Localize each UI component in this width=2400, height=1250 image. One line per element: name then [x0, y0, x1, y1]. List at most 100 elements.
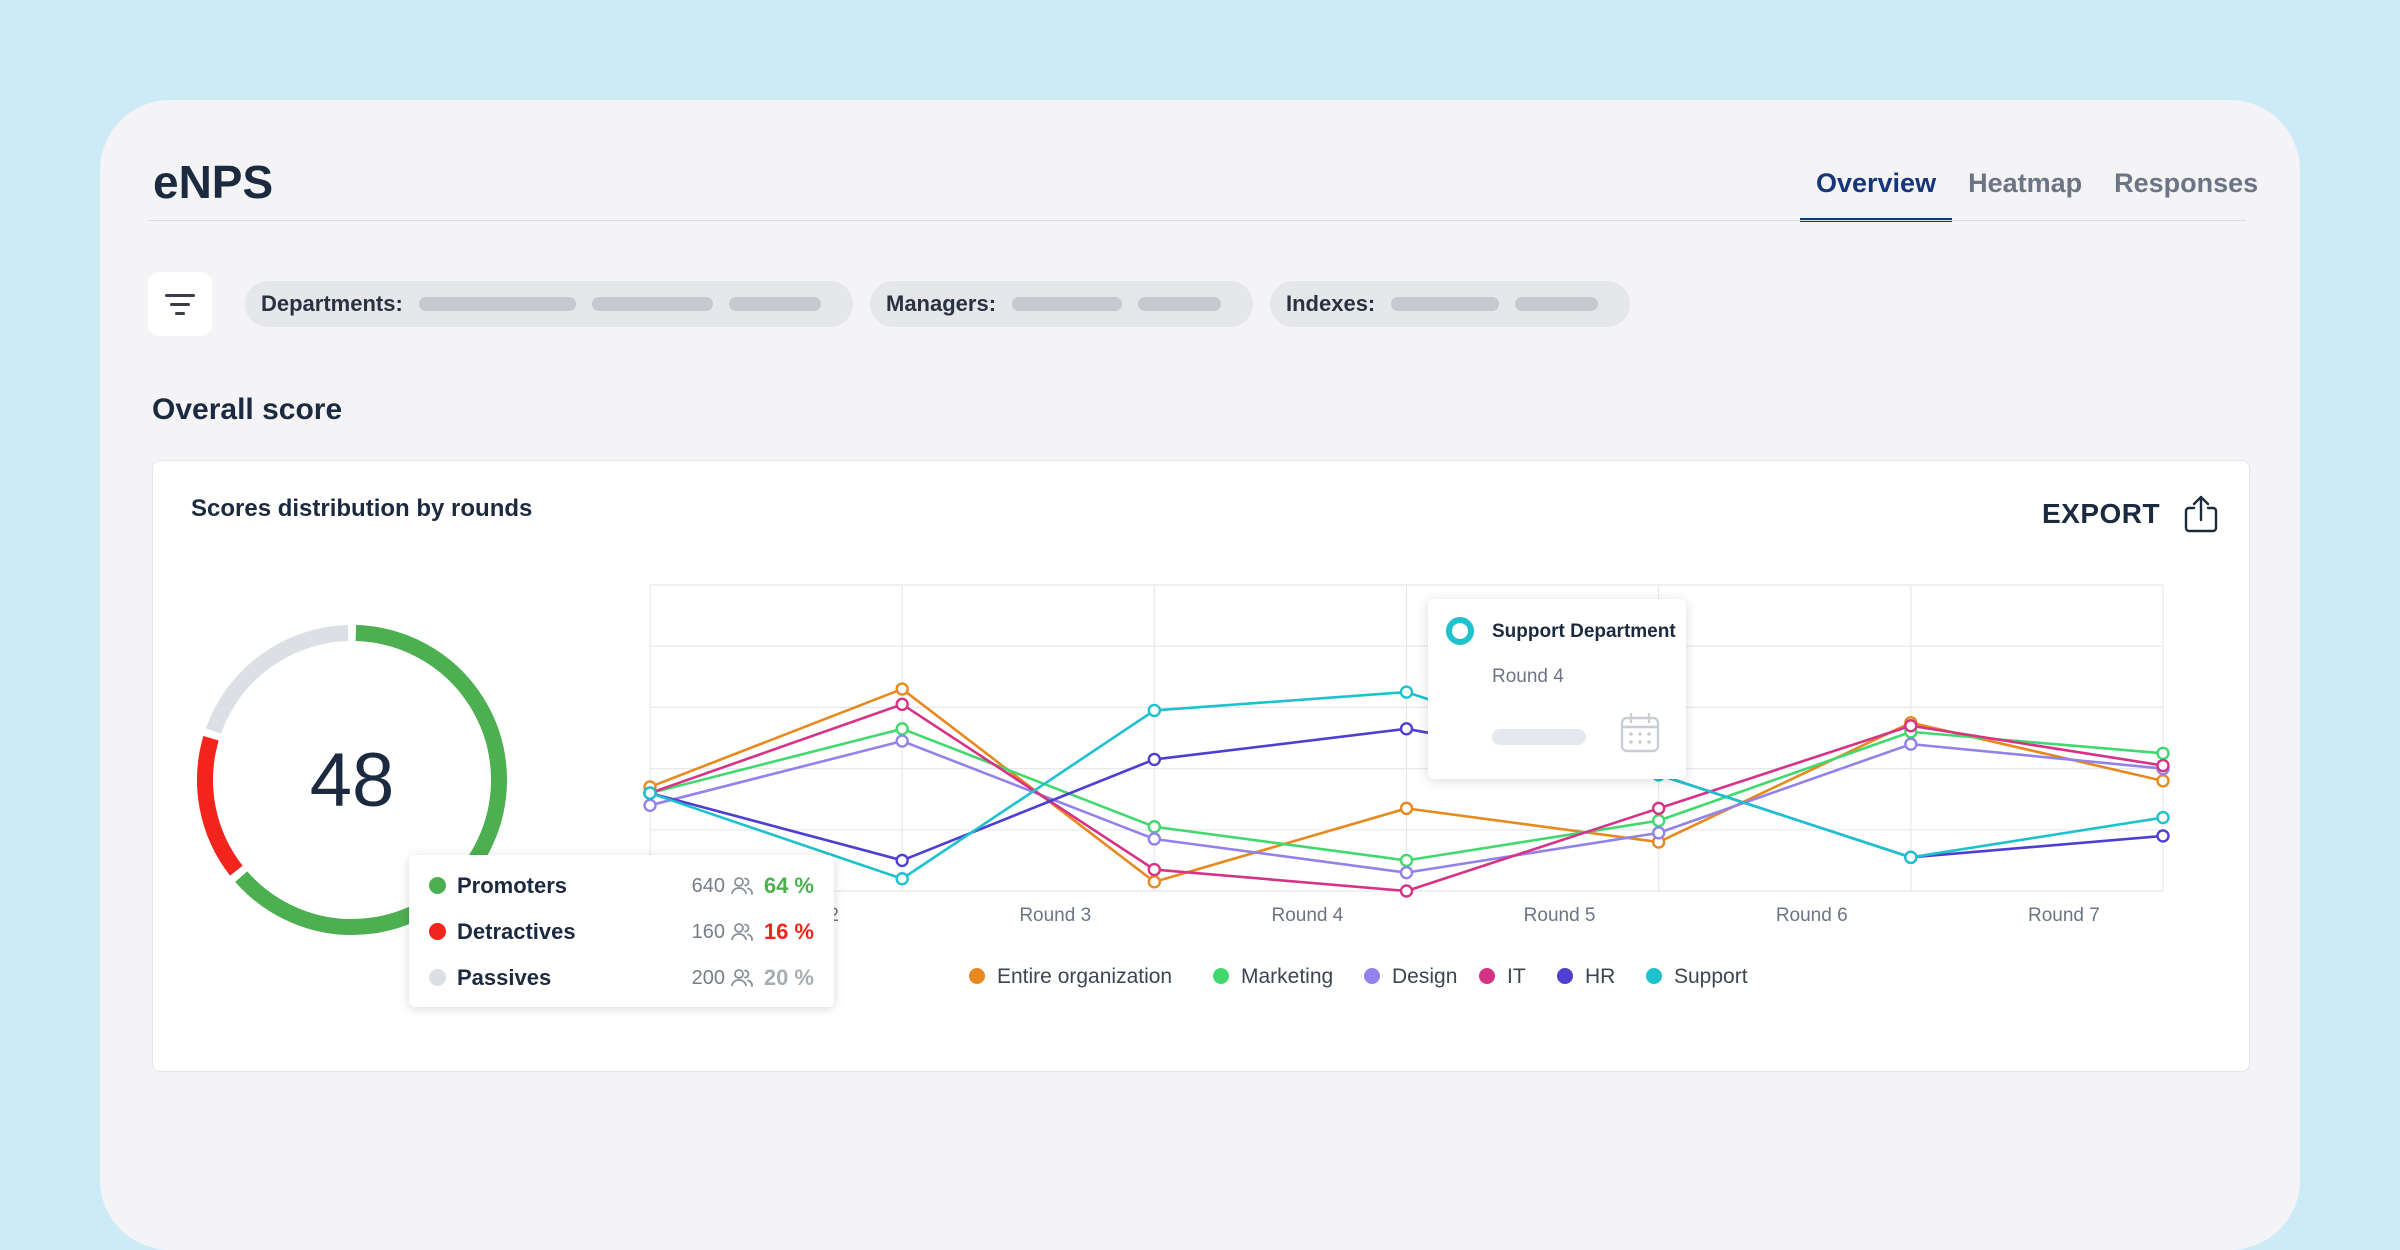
legend-name: Promoters [457, 873, 568, 898]
data-point[interactable] [1904, 719, 1918, 733]
legend-dot [1213, 968, 1229, 984]
upload-icon [2184, 495, 2218, 533]
skeleton-placeholder [1012, 297, 1122, 311]
x-tick-label: Round 4 [1271, 905, 1343, 926]
data-point[interactable] [1399, 685, 1414, 699]
data-point[interactable] [1904, 737, 1918, 751]
managers-filter-chip[interactable]: Managers: [870, 281, 1253, 327]
data-point[interactable] [2156, 810, 2170, 825]
donut-segment-detractives [197, 735, 243, 876]
tab-heatmap[interactable]: Heatmap [1968, 168, 2083, 198]
skeleton-placeholder [1515, 297, 1598, 311]
legend-row-passives: Passives 200 20 % [429, 963, 814, 993]
chip-label: Indexes: [1286, 291, 1376, 316]
legend-item-it[interactable]: IT [1479, 965, 1526, 988]
donut-segment-promoters [235, 625, 507, 935]
data-point[interactable] [643, 798, 657, 813]
data-point[interactable] [895, 734, 909, 748]
promoters-dot [429, 877, 446, 894]
legend-label: Entire organization [997, 965, 1172, 988]
legend-count: 160 [691, 921, 725, 943]
data-point[interactable] [1147, 832, 1162, 846]
filter-button[interactable] [148, 272, 212, 336]
data-point[interactable] [643, 786, 657, 800]
data-point[interactable] [1399, 853, 1414, 868]
data-point[interactable] [1399, 884, 1414, 898]
page-title: eNPS [153, 156, 274, 208]
legend-item-marketing[interactable]: Marketing [1213, 965, 1333, 988]
data-point[interactable] [2156, 829, 2170, 843]
data-point[interactable] [1651, 826, 1666, 840]
score-value: 48 [309, 737, 395, 823]
legend-label: Design [1392, 965, 1457, 988]
data-point[interactable] [2156, 774, 2170, 788]
legend-percent: 64 % [763, 873, 814, 898]
legend-dot [1557, 968, 1573, 984]
data-point[interactable] [1399, 801, 1414, 816]
legend-percent: 16 % [763, 919, 814, 944]
departments-filter-chip[interactable]: Departments: [245, 281, 853, 327]
donut-segment-passives [205, 625, 349, 734]
legend-item-entire-organization[interactable]: Entire organization [969, 965, 1172, 988]
tab-responses[interactable]: Responses [2114, 168, 2259, 198]
export-label: EXPORT [2042, 498, 2161, 529]
score-legend: Promoters 640 64 % Detractives 160 16 % … [409, 855, 834, 1007]
legend-label: Marketing [1241, 965, 1333, 988]
data-point[interactable] [1651, 801, 1666, 816]
legend-dot [1646, 968, 1662, 984]
data-point[interactable] [895, 722, 909, 736]
legend-count: 640 [691, 875, 725, 897]
legend-count: 200 [691, 967, 725, 989]
export-button[interactable]: EXPORT [2042, 493, 2222, 535]
legend-dot [1479, 968, 1495, 984]
data-point[interactable] [1147, 862, 1162, 877]
data-point[interactable] [895, 853, 909, 868]
chip-label: Managers: [886, 291, 997, 316]
data-point[interactable] [1651, 813, 1666, 828]
legend-item-support[interactable]: Support [1646, 965, 1748, 988]
panel-title: Scores distribution by rounds [191, 495, 533, 522]
legend-name: Passives [457, 965, 552, 990]
legend-dot [1364, 968, 1380, 984]
data-point[interactable] [1147, 703, 1162, 718]
x-tick-label: Round 6 [1776, 905, 1848, 926]
legend-item-hr[interactable]: HR [1557, 965, 1615, 988]
skeleton-placeholder [1492, 729, 1586, 745]
view-tabs: Overview Heatmap Responses [1800, 160, 2274, 222]
data-point[interactable] [1399, 722, 1414, 736]
skeleton-placeholder [592, 297, 713, 311]
data-point[interactable] [1147, 875, 1162, 889]
legend-dot [969, 968, 985, 984]
data-point[interactable] [1399, 865, 1414, 880]
legend-item-design[interactable]: Design [1364, 965, 1457, 988]
calendar-icon[interactable] [1618, 711, 1662, 755]
tab-overview[interactable]: Overview [1800, 160, 1953, 222]
indexes-filter-chip[interactable]: Indexes: [1270, 281, 1630, 327]
data-point[interactable] [895, 697, 909, 712]
data-point[interactable] [2156, 746, 2170, 760]
scores-panel: Scores distribution by rounds EXPORT 48 … [152, 460, 2250, 1072]
users-icon [731, 877, 753, 895]
legend-name: Detractives [457, 919, 576, 944]
x-tick-label: Round 7 [2028, 905, 2100, 926]
skeleton-placeholder [418, 297, 577, 311]
tooltip-series-marker [1446, 617, 1474, 645]
users-icon [731, 969, 753, 987]
data-point[interactable] [1904, 850, 1918, 865]
tooltip-subtitle: Round 4 [1492, 666, 1564, 687]
chip-label: Departments: [261, 291, 403, 316]
section-title: Overall score [152, 393, 343, 426]
skeleton-placeholder [1137, 297, 1221, 311]
data-point[interactable] [895, 682, 909, 696]
data-point[interactable] [2156, 758, 2170, 773]
skeleton-placeholder [1391, 297, 1500, 311]
data-point[interactable] [1147, 820, 1162, 834]
tooltip-title: Support Department [1492, 621, 1676, 642]
chart-grid [649, 584, 2164, 892]
data-point[interactable] [895, 872, 909, 886]
header-divider [148, 220, 2246, 221]
data-point[interactable] [1147, 752, 1162, 767]
series-tooltip: Support Department Round 4 [1428, 599, 1686, 779]
legend-label: HR [1585, 965, 1615, 988]
legend-row-promoters: Promoters 640 64 % [429, 871, 814, 901]
